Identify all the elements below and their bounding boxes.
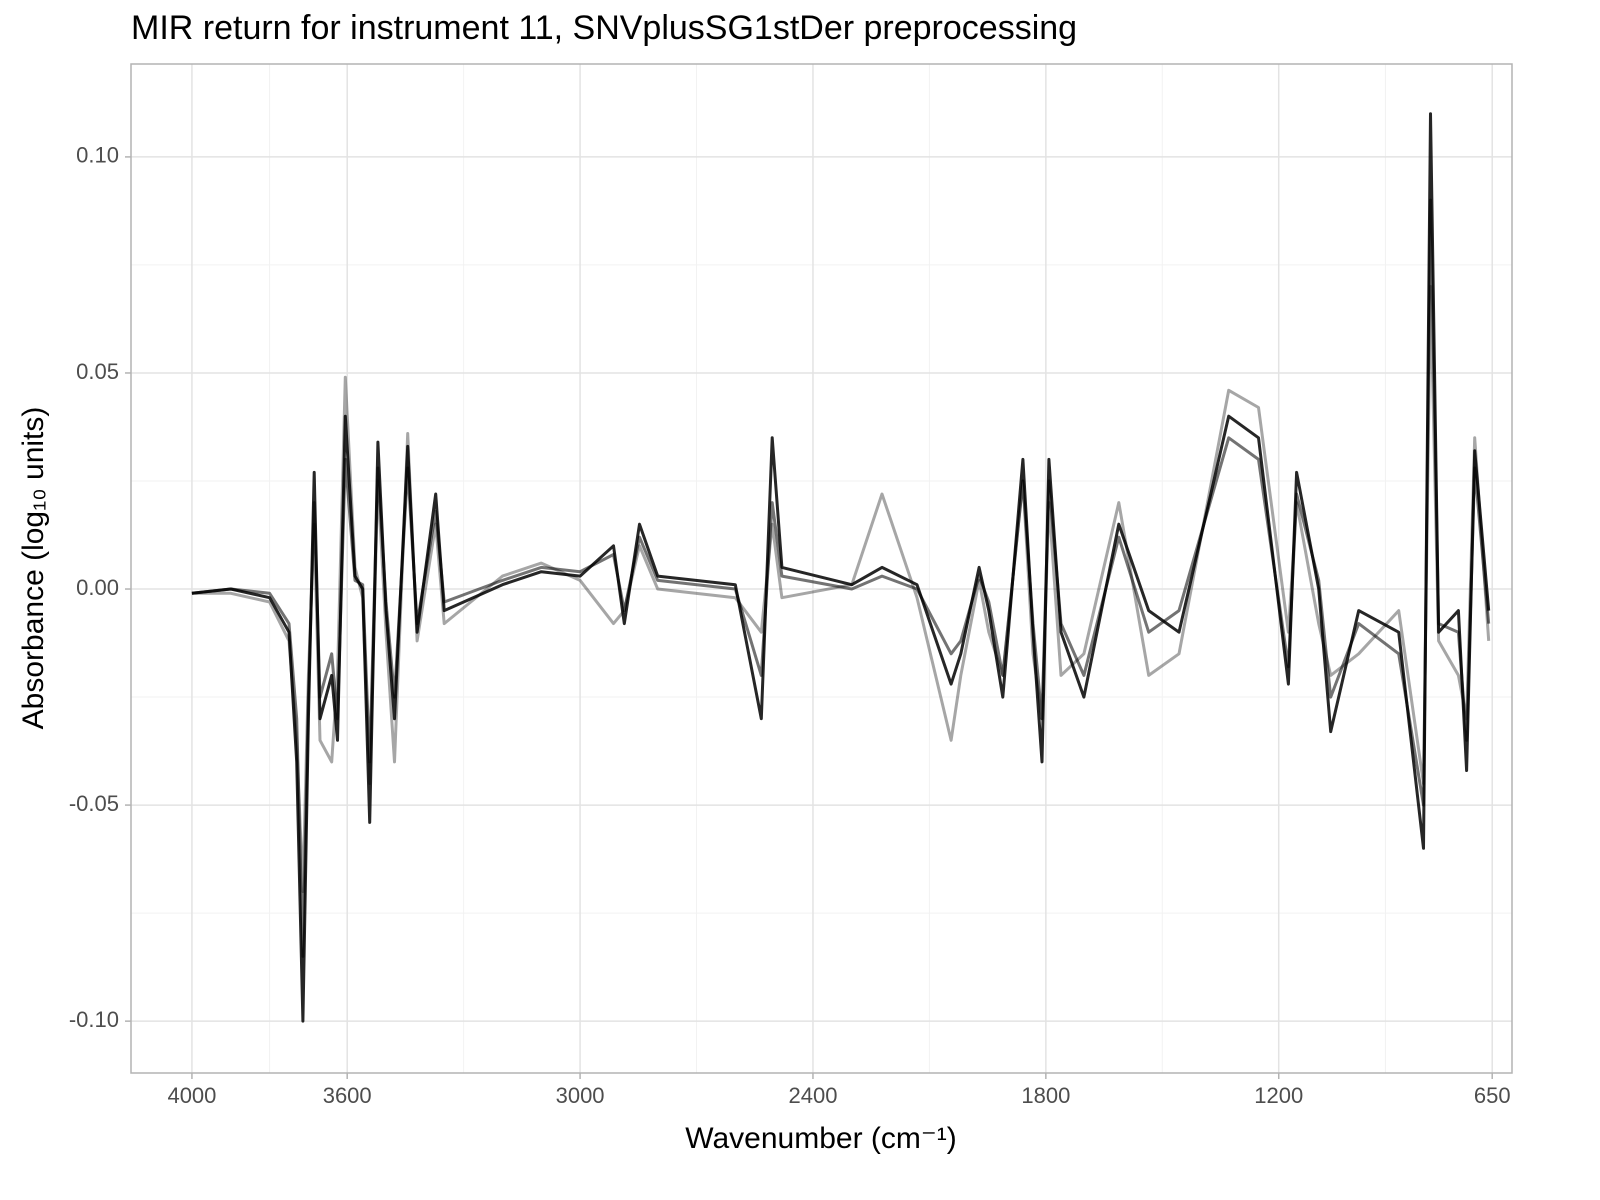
x-tick-label: 3000 xyxy=(556,1083,605,1108)
x-tick-label: 4000 xyxy=(167,1083,216,1108)
x-axis-title: Wavenumber (cm⁻¹) xyxy=(685,1122,956,1155)
y-axis-title: Absorbance (log₁₀ units) xyxy=(17,407,50,730)
x-tick-label: 2400 xyxy=(788,1083,837,1108)
y-tick-label: -0.05 xyxy=(69,791,119,816)
y-tick-label: 0.05 xyxy=(76,359,119,384)
y-tick-label: -0.10 xyxy=(69,1007,119,1032)
y-tick-label: 0.00 xyxy=(76,575,119,600)
x-tick-label: 1800 xyxy=(1021,1083,1070,1108)
spectrum-line xyxy=(191,198,1491,958)
y-tick-label: 0.10 xyxy=(76,143,119,168)
x-tick-label: 3600 xyxy=(323,1083,372,1108)
x-tick-label: 650 xyxy=(1474,1083,1511,1108)
spectrum-line xyxy=(191,112,1491,1023)
panel-border xyxy=(130,63,1513,1074)
chart-title: MIR return for instrument 11, SNVplusSG1… xyxy=(131,9,1077,47)
x-tick-label: 1200 xyxy=(1254,1083,1303,1108)
